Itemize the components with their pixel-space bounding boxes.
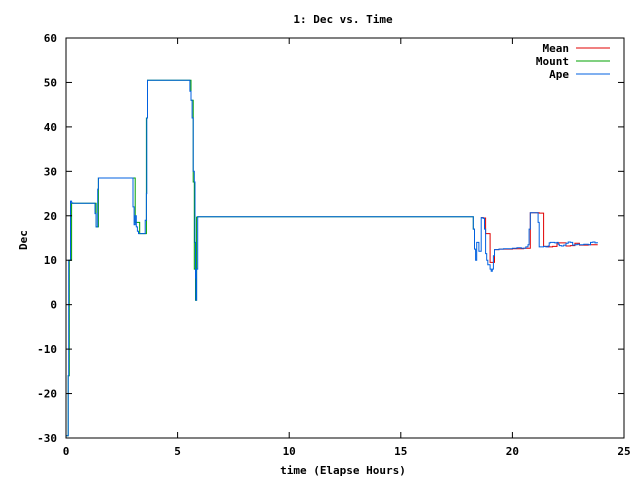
x-tick-label: 25: [617, 445, 630, 458]
y-tick-label: -30: [37, 432, 57, 445]
chart-title: 1: Dec vs. Time: [293, 13, 393, 26]
y-tick-label: 60: [44, 32, 57, 45]
y-tick-label: 30: [44, 165, 57, 178]
x-tick-label: 5: [174, 445, 181, 458]
y-tick-label: 40: [44, 121, 57, 134]
y-tick-label: 20: [44, 210, 57, 223]
y-tick-label: 50: [44, 76, 57, 89]
y-axis-label: Dec: [17, 230, 30, 250]
y-tick-label: 10: [44, 254, 57, 267]
x-tick-label: 0: [63, 445, 70, 458]
y-tick-label: 0: [50, 299, 57, 312]
x-tick-label: 20: [506, 445, 519, 458]
x-axis-label: time (Elapse Hours): [280, 464, 406, 477]
y-tick-label: -10: [37, 343, 57, 356]
series-line-mount: [66, 79, 475, 437]
x-tick-label: 10: [283, 445, 296, 458]
legend-label-mount: Mount: [536, 55, 569, 68]
legend-label-mean: Mean: [543, 42, 570, 55]
plot-frame: [65, 37, 625, 439]
legend-label-ape: Ape: [549, 68, 569, 81]
y-tick-label: -20: [37, 388, 57, 401]
x-tick-label: 15: [394, 445, 407, 458]
series-line-ape: [66, 79, 598, 437]
